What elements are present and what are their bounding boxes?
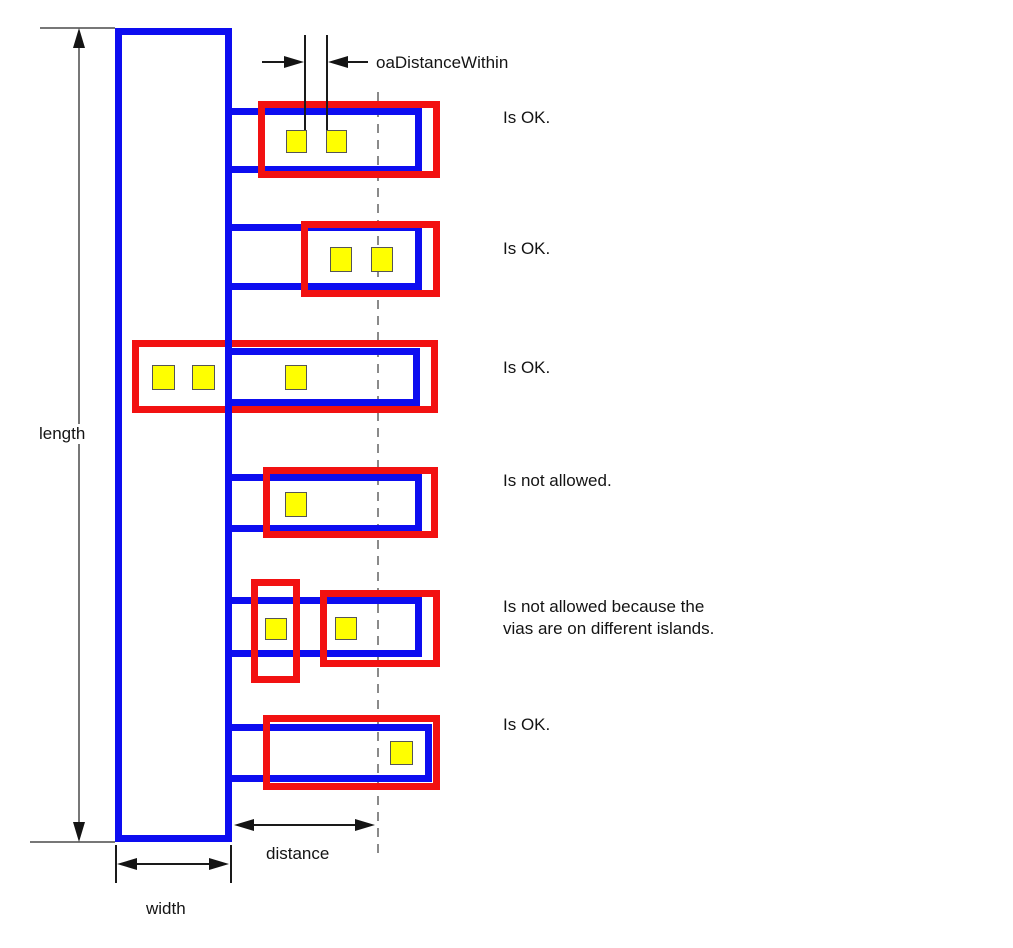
width-tick-left [115, 845, 117, 883]
length-tick-bottom [30, 841, 115, 843]
arrow-left-icon [234, 819, 254, 831]
oadistancewithin-arrow-line-right [346, 61, 368, 63]
row5-via-2 [335, 617, 357, 640]
main-metal-bar [115, 28, 232, 842]
row1-annotation: Is OK. [503, 108, 551, 127]
row3-via-2 [192, 365, 215, 390]
width-label: width [146, 899, 186, 918]
arrow-up-icon [73, 28, 85, 48]
arrow-down-icon [73, 822, 85, 842]
row2-annotation: Is OK. [503, 239, 551, 258]
row5-annotation: Is not allowed because the vias are on d… [503, 597, 715, 638]
row2-red-marker [301, 221, 440, 297]
row3-via-1 [152, 365, 175, 390]
row1-via-1 [286, 130, 307, 153]
row3-via-3 [285, 365, 307, 390]
row1-via-2 [326, 130, 347, 153]
row1-red-marker [258, 101, 440, 178]
row5-red-marker-horizontal [320, 590, 440, 667]
arrow-left-icon [328, 56, 348, 68]
distance-arrow-line [250, 824, 358, 826]
oadistancewithin-label: oaDistanceWithin [376, 53, 509, 72]
row4-red-marker [263, 467, 438, 538]
width-tick-right [230, 845, 232, 883]
row5-red-marker-vertical [251, 579, 300, 683]
row2-via-2 [371, 247, 393, 272]
row6-via-1 [390, 741, 413, 765]
oadistancewithin-arrow-line-left [262, 61, 288, 63]
length-label: length [36, 424, 89, 444]
row2-via-1 [330, 247, 352, 272]
row6-red-marker [263, 715, 440, 790]
row3-red-marker [132, 340, 438, 413]
oadistancewithin-ref-line-left [304, 35, 306, 130]
row3-annotation: Is OK. [503, 358, 551, 377]
row4-annotation: Is not allowed. [503, 471, 612, 490]
arrow-left-icon [117, 858, 137, 870]
row5-via-1 [265, 618, 287, 640]
distance-label: distance [266, 844, 330, 863]
row4-via-1 [285, 492, 307, 517]
arrow-right-icon [284, 56, 304, 68]
row6-annotation: Is OK. [503, 715, 551, 734]
width-arrow-line [133, 863, 211, 865]
oadistancewithin-ref-line-right [326, 35, 328, 130]
arrow-right-icon [355, 819, 375, 831]
arrow-right-icon [209, 858, 229, 870]
